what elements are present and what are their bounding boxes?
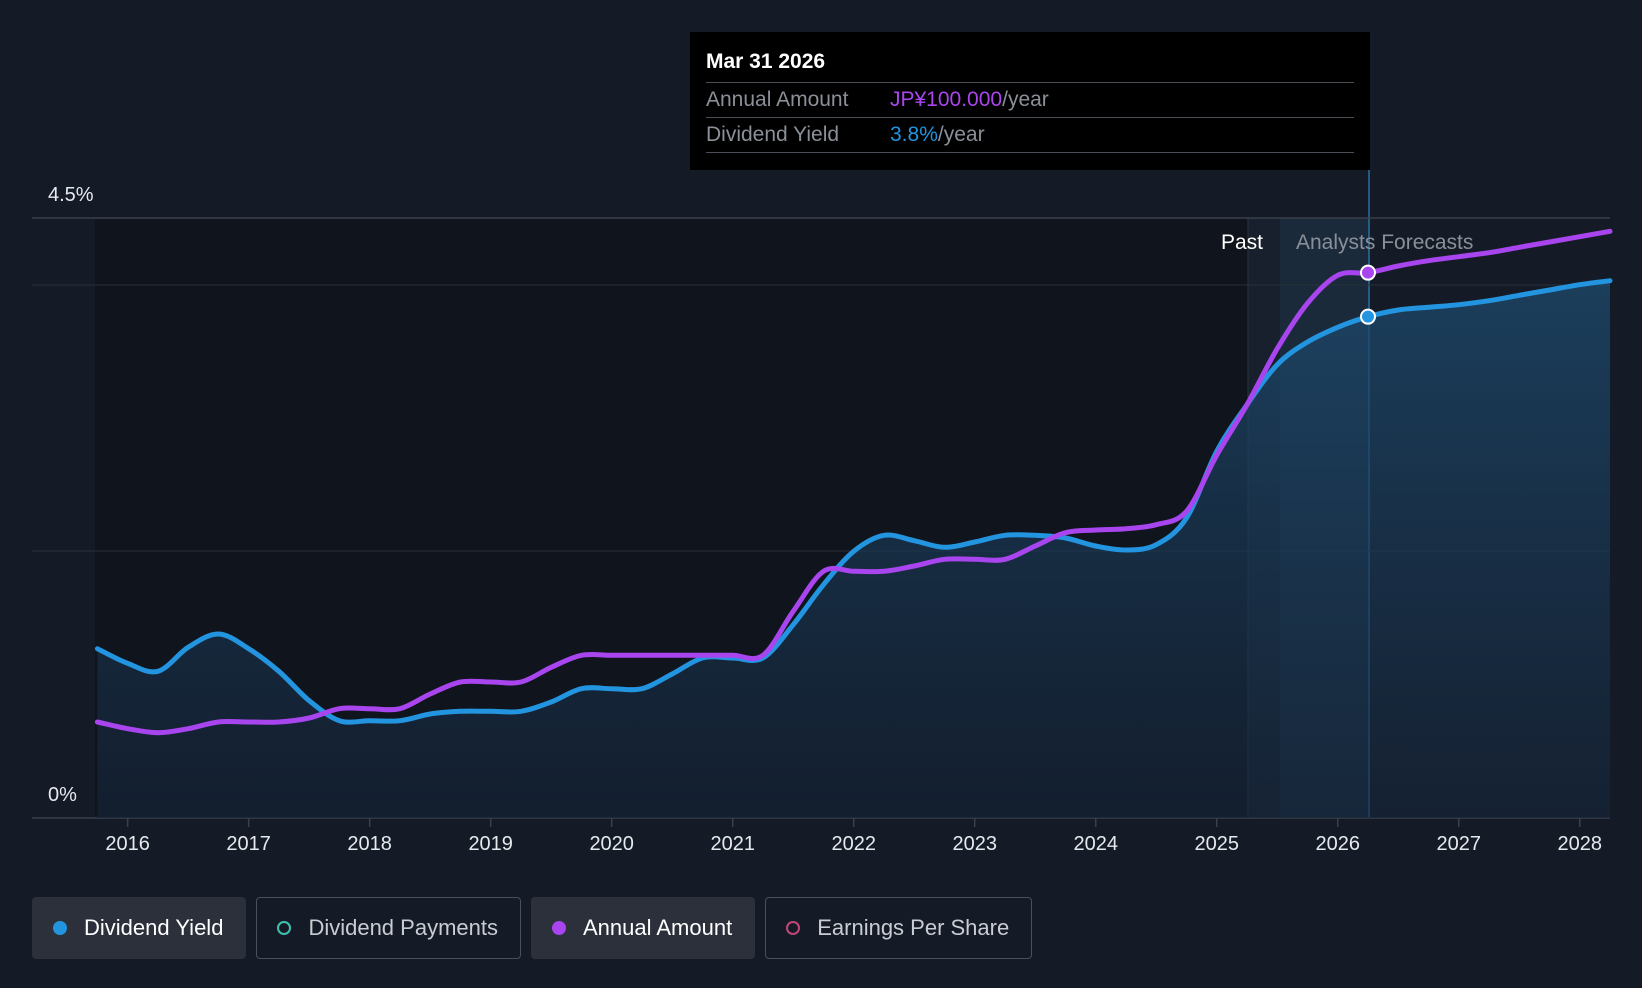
x-tick-label: 2023 [952,833,997,855]
legend-label: Dividend Payments [308,915,498,940]
dividend-yield-dot-icon [53,921,67,935]
x-tick-label: 2017 [226,833,271,855]
dividend-yield-line [94,278,1613,725]
legend: Dividend Yield Dividend Payments Annual … [32,897,1033,959]
y-label-min: 0% [48,784,77,806]
x-tick-label: 2018 [347,833,392,855]
legend-label: Annual Amount [582,915,733,940]
legend-dividend-payments[interactable]: Dividend Payments [256,897,521,959]
legend-dividend-yield[interactable]: Dividend Yield [32,897,247,959]
legend-label: Earnings Per Share [817,915,1010,940]
earnings-per-share-ring-icon [786,921,801,935]
x-tick-label: 2022 [831,833,876,855]
tooltip-unit: /year [1002,88,1049,111]
dividend-yield-highlight-point[interactable] [1359,308,1376,325]
legend-annual-amount[interactable]: Annual Amount [530,897,756,959]
x-tick-label: 2020 [589,833,634,855]
x-tick-label: 2025 [1194,833,1239,855]
annual-amount-line [94,228,1613,736]
x-axis-ticks: 2016 2017 2018 2019 2020 2021 2022 2023 2024 2025… [105,818,1602,855]
x-tick-label: 2019 [468,833,513,855]
x-tick-label: 2028 [1557,833,1602,855]
tooltip-unit: /year [937,123,985,146]
tooltip-label: Dividend Yield [706,123,840,146]
dividend-yield-area [97,280,1610,818]
x-tick-label: 2016 [105,833,150,855]
x-tick-label: 2024 [1073,833,1118,855]
tooltip-label: Annual Amount [706,88,849,111]
tooltip: Mar 31 2026 Annual Amount JP¥100.000 /ye… [690,32,1370,170]
dividend-payments-ring-icon [277,921,292,935]
x-tick-label: 2027 [1436,833,1481,855]
x-tick-label: 2021 [710,833,755,855]
annual-amount-dot-icon [551,921,566,935]
legend-earnings-per-share[interactable]: Earnings Per Share [765,897,1033,959]
tooltip-value: 3.8% [890,123,938,146]
x-tick-label: 2026 [1315,833,1360,855]
y-label-max: 4.5% [48,184,94,206]
past-label: Past [1221,231,1263,254]
forecast-label: Analysts Forecasts [1296,231,1473,254]
tooltip-row-annual-amount: Annual Amount JP¥100.000 /year [706,83,1354,118]
annual-amount-highlight-point[interactable] [1359,264,1376,281]
tooltip-date: Mar 31 2026 [706,32,1354,83]
tooltip-value: JP¥100.000 [890,88,1003,111]
tooltip-row-dividend-yield: Dividend Yield 3.8% /year [706,118,1354,153]
legend-label: Dividend Yield [84,915,224,940]
